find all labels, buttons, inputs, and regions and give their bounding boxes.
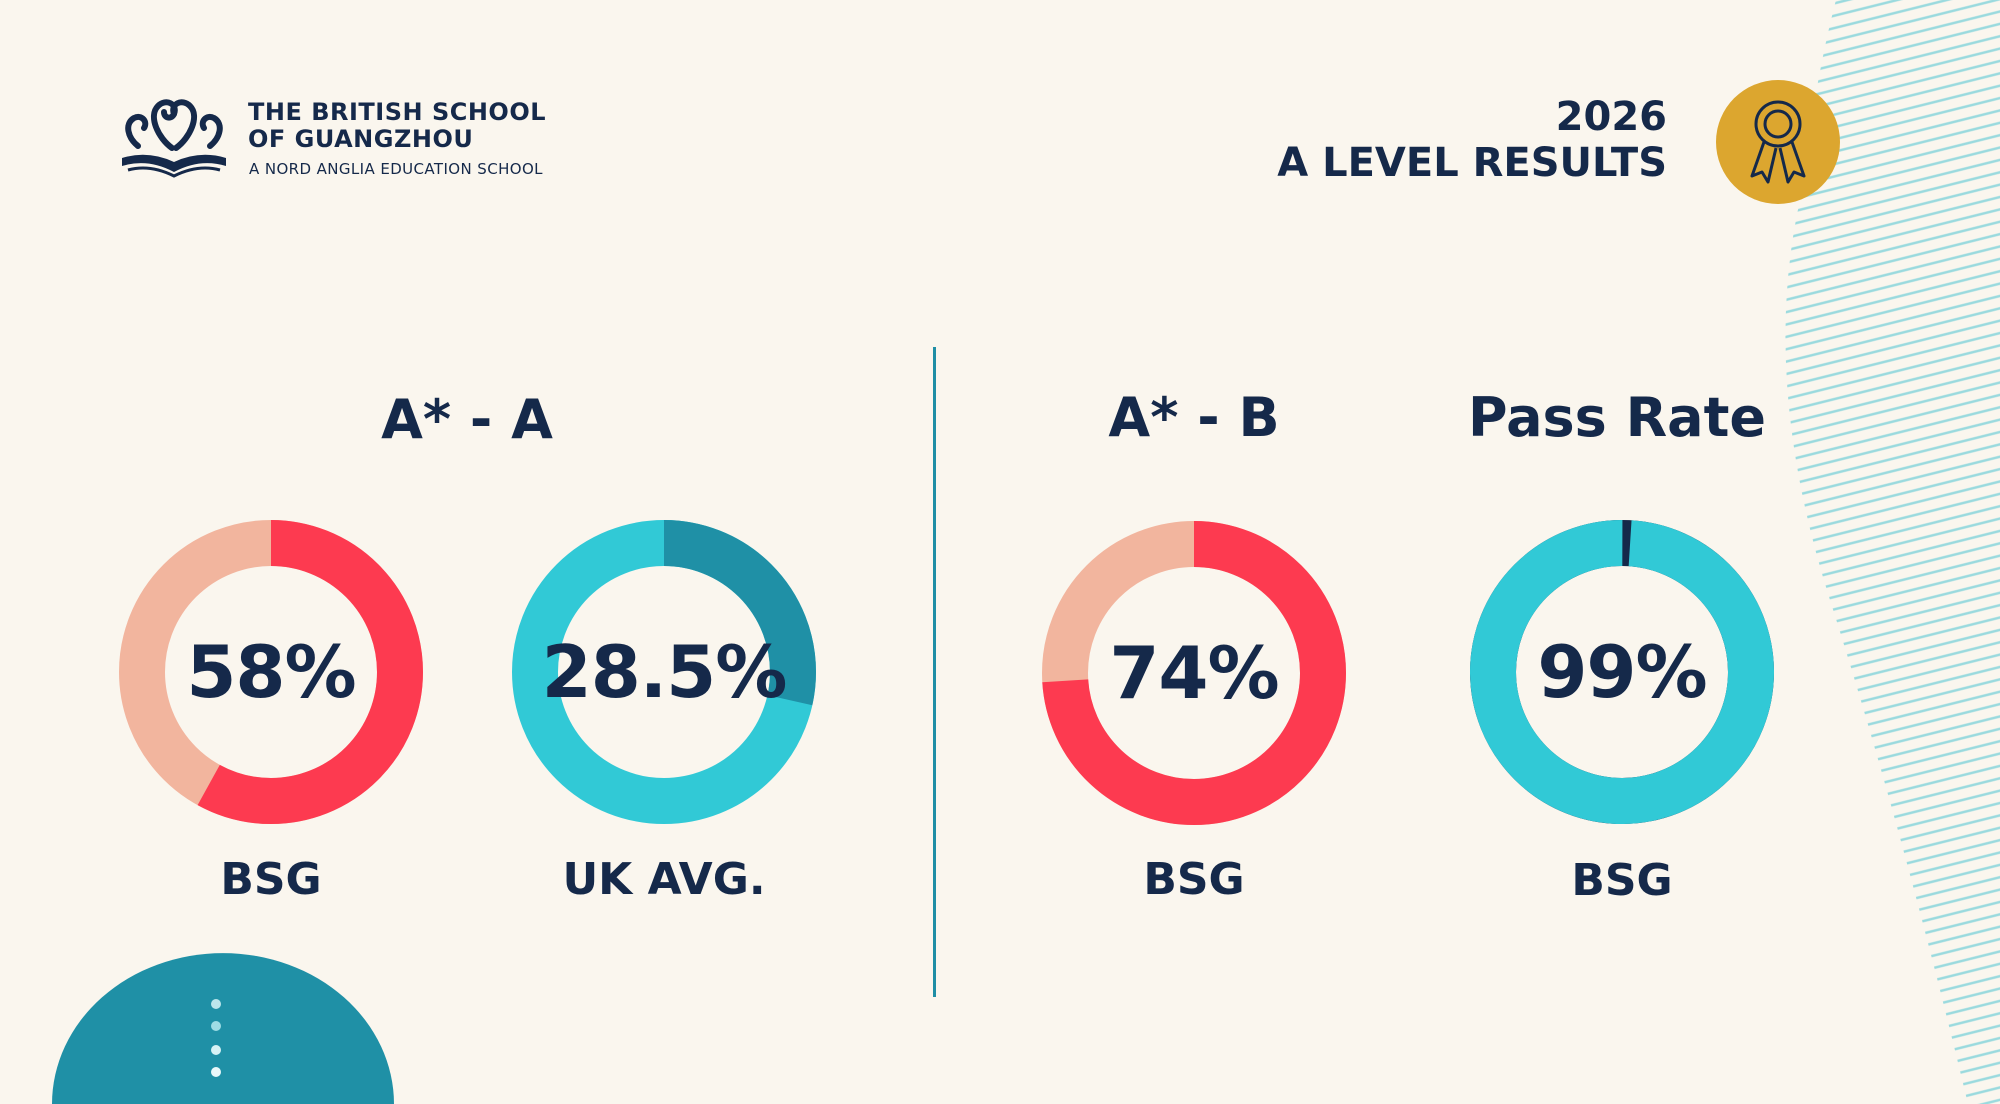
dot-4	[211, 1067, 221, 1077]
dot-2	[211, 1021, 221, 1031]
donut-value-arc	[119, 520, 423, 824]
results-year: 2026	[1555, 94, 1667, 140]
award-ribbon-icon	[1716, 80, 1840, 204]
donut-bsg-a-star-b: 74%	[1042, 521, 1346, 825]
dot-1	[211, 999, 221, 1009]
heading-a-star-a: A* - A	[381, 388, 553, 451]
donut-label-uk-avg: UK AVG.	[562, 854, 766, 905]
section-divider	[933, 347, 936, 997]
heading-pass-rate: Pass Rate	[1467, 386, 1767, 449]
teal-semicircle	[52, 953, 394, 1104]
school-name-line2: OF GUANGZHOU	[248, 125, 474, 153]
donut-value-text: 74%	[1109, 631, 1279, 715]
dot-3	[211, 1045, 221, 1055]
results-title: A LEVEL RESULTS	[1277, 140, 1667, 186]
school-subtitle: A NORD ANGLIA EDUCATION SCHOOL	[249, 160, 543, 178]
donut-label-bsg: BSG	[220, 854, 322, 905]
donut-value-text: 99%	[1537, 630, 1707, 714]
donut-value-text: 58%	[186, 630, 356, 714]
heading-a-star-b: A* - B	[1108, 386, 1280, 449]
donut-value-arc	[512, 520, 816, 824]
striped-band	[1785, 0, 2000, 1104]
swan-book-logo-icon	[122, 99, 226, 178]
donut-value-arc	[1042, 521, 1346, 825]
school-name-line1: THE BRITISH SCHOOL	[248, 98, 547, 126]
donut-uk-avg-a-star-a: 28.5%	[512, 520, 816, 824]
donut-label-bsg: BSG	[1143, 854, 1245, 905]
donut-bsg-pass-rate: 99%	[1470, 520, 1774, 824]
donut-value-arc	[1470, 520, 1774, 824]
donut-value-text: 28.5%	[541, 630, 788, 714]
donut-bsg-a-star-a: 58%	[119, 520, 423, 824]
donut-label-bsg: BSG	[1571, 855, 1673, 906]
